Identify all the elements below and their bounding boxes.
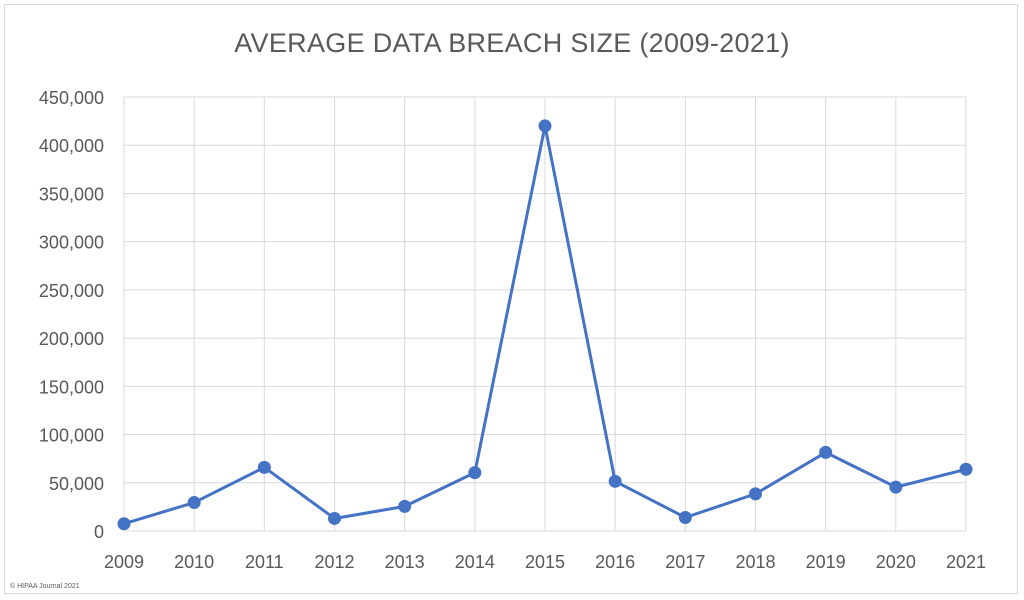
data-point-2019 — [819, 445, 833, 459]
chart-title: AVERAGE DATA BREACH SIZE (2009-2021) — [234, 28, 790, 58]
data-point-2011 — [257, 460, 271, 474]
x-tick-label: 2009 — [104, 552, 144, 572]
y-axis-tick-labels: 0 50,000 100,000 150,000 200,000 250,000 300,0… — [39, 88, 104, 542]
x-tick-label: 2013 — [385, 552, 425, 572]
data-point-2010 — [187, 496, 201, 510]
x-tick-label: 2017 — [665, 552, 705, 572]
y-tick-label: 450,000 — [39, 88, 104, 108]
gridlines — [123, 96, 967, 532]
y-tick-label: 0 — [94, 522, 104, 542]
y-tick-label: 250,000 — [39, 281, 104, 301]
data-point-2020 — [889, 480, 903, 494]
y-tick-label: 300,000 — [39, 233, 104, 253]
y-tick-label: 200,000 — [39, 329, 104, 349]
x-tick-label: 2010 — [174, 552, 214, 572]
x-axis-tick-labels: 2009 2010 2011 2012 2013 2014 2015 2016 2017 2018… — [104, 552, 986, 572]
y-tick-label: 350,000 — [39, 184, 104, 204]
x-tick-label: 2021 — [946, 552, 986, 572]
x-tick-label: 2014 — [455, 552, 495, 572]
data-point-2013 — [398, 499, 412, 513]
data-point-2012 — [328, 511, 341, 525]
data-point-2017 — [678, 510, 692, 524]
y-tick-label: 50,000 — [49, 474, 104, 494]
x-tick-label: 2016 — [595, 552, 635, 572]
data-point-2009 — [117, 517, 131, 531]
data-point-2015 — [538, 119, 552, 133]
data-point-2021 — [959, 462, 973, 476]
series-line-group — [117, 119, 973, 531]
data-point-2018 — [749, 487, 762, 501]
y-tick-label: 400,000 — [39, 136, 104, 156]
data-point-2016 — [608, 474, 622, 488]
y-tick-label: 150,000 — [39, 377, 104, 397]
y-tick-label: 100,000 — [39, 426, 104, 446]
x-tick-label: 2012 — [314, 552, 354, 572]
x-tick-label: 2020 — [876, 552, 916, 572]
copyright-credit: © HIPAA Journal 2021 — [10, 583, 80, 590]
x-tick-label: 2015 — [525, 552, 565, 572]
x-tick-label: 2018 — [735, 552, 775, 572]
x-tick-label: 2019 — [806, 552, 846, 572]
x-tick-label: 2011 — [245, 552, 284, 572]
data-point-2014 — [468, 466, 482, 480]
